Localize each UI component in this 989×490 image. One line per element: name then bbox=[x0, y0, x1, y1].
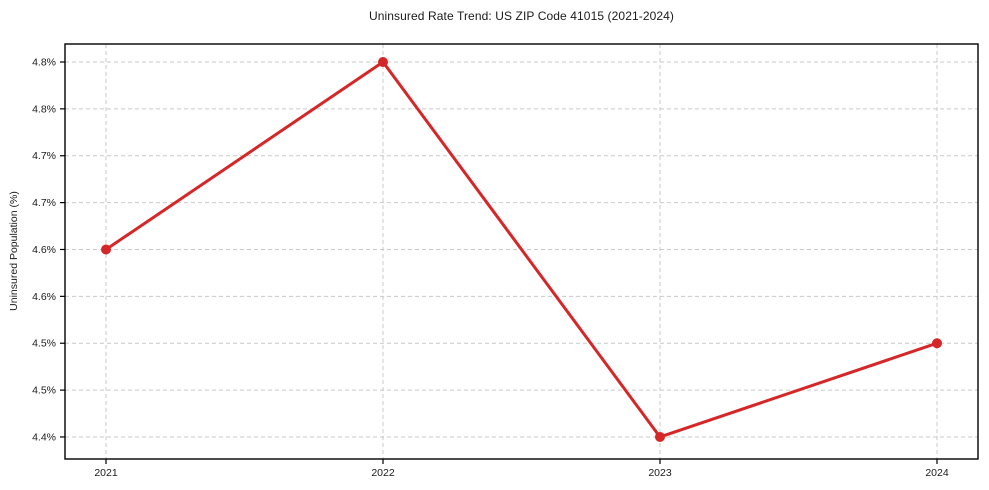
data-point bbox=[932, 338, 942, 349]
trend-line bbox=[104, 60, 939, 439]
y-tick-label: 4.8% bbox=[32, 56, 56, 68]
chart-title: Uninsured Rate Trend: US ZIP Code 41015 … bbox=[368, 9, 675, 23]
x-tick-label: 2022 bbox=[371, 467, 395, 479]
y-tick-label: 4.6% bbox=[32, 291, 56, 303]
x-tick-label: 2023 bbox=[648, 467, 672, 479]
y-tick-label: 4.7% bbox=[32, 150, 56, 162]
data-point bbox=[101, 244, 111, 255]
data-point bbox=[655, 431, 665, 442]
y-tick-label: 4.5% bbox=[32, 338, 56, 350]
y-tick-label: 4.7% bbox=[32, 197, 56, 209]
x-tick-label: 2024 bbox=[925, 467, 949, 479]
y-tick-label: 4.6% bbox=[32, 244, 56, 256]
data-point bbox=[378, 56, 388, 67]
y-tick-label: 4.4% bbox=[32, 431, 56, 443]
x-tick-label: 2021 bbox=[94, 467, 118, 479]
y-tick-label: 4.8% bbox=[32, 103, 56, 115]
y-tick-label: 4.5% bbox=[32, 385, 56, 397]
plot-border bbox=[64, 43, 979, 460]
